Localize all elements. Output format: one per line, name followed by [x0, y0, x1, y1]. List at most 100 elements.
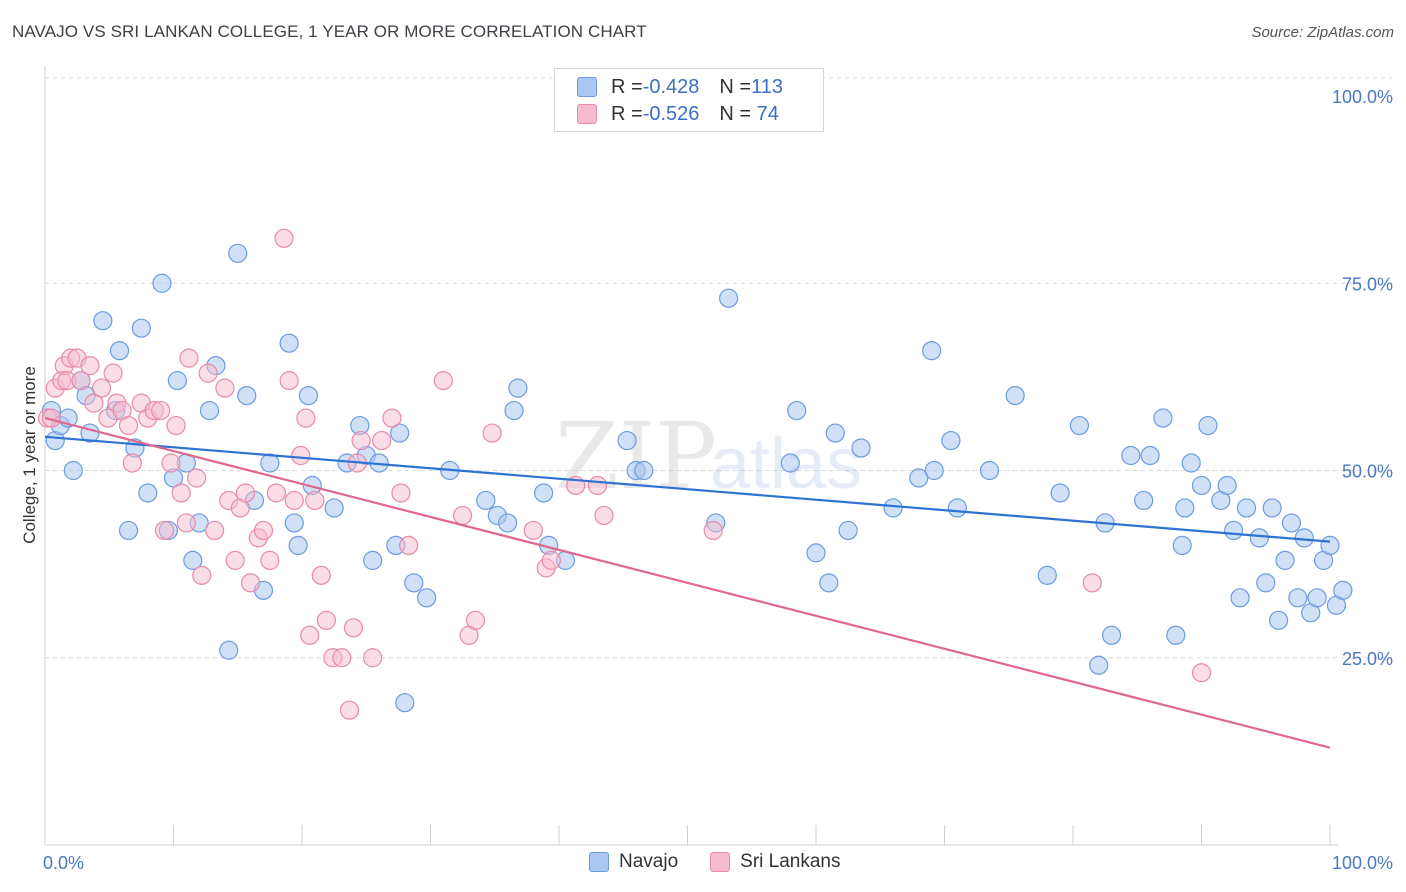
navajo-point: [183, 550, 203, 570]
srilankans-n-value: 74: [751, 102, 779, 125]
srilankan-point: [339, 700, 360, 720]
series-legend: Navajo Sri Lankans: [589, 851, 873, 873]
navajo-point: [941, 430, 961, 451]
srilankan-point: [198, 363, 218, 383]
navajo-point: [1175, 498, 1195, 518]
navajo-point: [1224, 520, 1244, 541]
srilankans-swatch: [577, 104, 597, 124]
srilankan-point: [80, 356, 100, 376]
legend-item-navajo: Navajo: [589, 851, 678, 873]
srilankan-point: [391, 483, 411, 503]
y-tick-label: 75.0%: [1342, 274, 1393, 294]
srilankan-point: [84, 393, 104, 413]
srilankan-point: [541, 550, 561, 570]
navajo-point: [617, 430, 637, 451]
srilankan-point: [41, 408, 62, 428]
navajo-point: [363, 550, 383, 570]
navajo-point: [1288, 588, 1308, 608]
srilankan-point: [316, 610, 337, 630]
srilankan-point: [587, 475, 608, 496]
navajo-point: [109, 341, 130, 361]
srilankan-point: [482, 423, 502, 443]
srilankan-point: [161, 453, 181, 473]
y-axis-label: College, 1 year or more: [20, 366, 39, 544]
navajo-point: [1050, 483, 1070, 503]
srilankan-point: [151, 400, 171, 421]
navajo-point: [825, 423, 845, 443]
legend-row-navajo: R = -0.428 N = 113: [577, 74, 783, 100]
srilankan-trend-line: [44, 417, 1331, 749]
navajo-point: [1172, 535, 1192, 556]
navajo-point: [118, 520, 139, 541]
navajo-point: [498, 513, 518, 533]
x-tick-label: 0.0%: [43, 853, 84, 873]
navajo-point: [719, 288, 739, 308]
gridlines: [45, 77, 1392, 659]
x-tick-label: 100.0%: [1332, 853, 1393, 873]
navajo-point: [152, 273, 172, 293]
navajo-point: [780, 453, 800, 473]
navajo-point: [787, 400, 807, 421]
navajo-point: [1069, 415, 1090, 436]
srilankan-point: [266, 483, 286, 503]
navajo-point: [851, 438, 871, 458]
srilankan-point: [296, 408, 316, 428]
srilankan-point: [253, 520, 274, 541]
navajo-point: [909, 468, 929, 488]
srilankan-point: [594, 505, 614, 526]
navajo-point: [167, 371, 187, 391]
tick-labels: 100.0% 75.0% 50.0% 25.0% 0.0% 100.0%: [43, 87, 1393, 873]
navajo-swatch: [577, 77, 597, 97]
navajo-point: [979, 460, 1000, 481]
navajo-point: [1307, 588, 1327, 608]
srilankan-point: [215, 378, 235, 398]
srilankan-point: [192, 565, 212, 585]
navajo-point: [1089, 655, 1109, 675]
navajo-point: [924, 460, 944, 481]
navajo-point: [922, 341, 942, 361]
navajo-point: [237, 386, 257, 406]
chart-title: NAVAJO VS SRI LANKAN COLLEGE, 1 YEAR OR …: [12, 22, 647, 41]
navajo-point: [1236, 498, 1257, 518]
navajo-point: [138, 483, 158, 503]
srilankan-point: [176, 513, 196, 533]
y-tick-label: 100.0%: [1332, 87, 1393, 107]
srilankan-point: [205, 520, 225, 541]
navajo-point: [417, 588, 437, 608]
navajo-point: [298, 386, 319, 406]
srilankan-points: [37, 228, 1212, 720]
srilankans-legend-swatch: [710, 852, 731, 872]
navajo-point: [1153, 408, 1173, 428]
navajo-n-value: 113: [751, 75, 783, 98]
navajo-legend-swatch: [589, 852, 609, 872]
srilankan-point: [187, 468, 207, 488]
navajo-point: [1166, 625, 1186, 645]
navajo-point: [93, 311, 113, 331]
navajo-point: [819, 573, 839, 593]
navajo-point: [1268, 610, 1289, 630]
srilankan-point: [311, 565, 331, 585]
navajo-point: [284, 513, 304, 533]
srilankan-point: [118, 415, 139, 436]
srilankan-point: [305, 490, 325, 511]
srilankan-point: [166, 415, 186, 436]
srilankan-point: [274, 228, 294, 248]
navajo-point: [883, 498, 903, 518]
srilankan-point: [351, 430, 371, 451]
srilankan-point: [332, 648, 352, 668]
navajo-point: [476, 490, 496, 511]
srilankan-point: [1191, 663, 1212, 683]
navajo-point: [1230, 588, 1250, 608]
navajo-point: [1294, 528, 1314, 548]
navajo-point: [1005, 386, 1025, 406]
srilankan-point: [179, 348, 199, 368]
navajo-point: [199, 400, 220, 421]
srilankan-point: [241, 573, 261, 593]
navajo-point: [1333, 580, 1353, 600]
srilankan-point: [71, 371, 91, 391]
navajo-point: [947, 498, 967, 518]
navajo-point: [324, 498, 344, 518]
srilankan-point: [154, 520, 175, 541]
navajo-point: [404, 573, 424, 593]
y-tick-label: 25.0%: [1342, 649, 1393, 669]
